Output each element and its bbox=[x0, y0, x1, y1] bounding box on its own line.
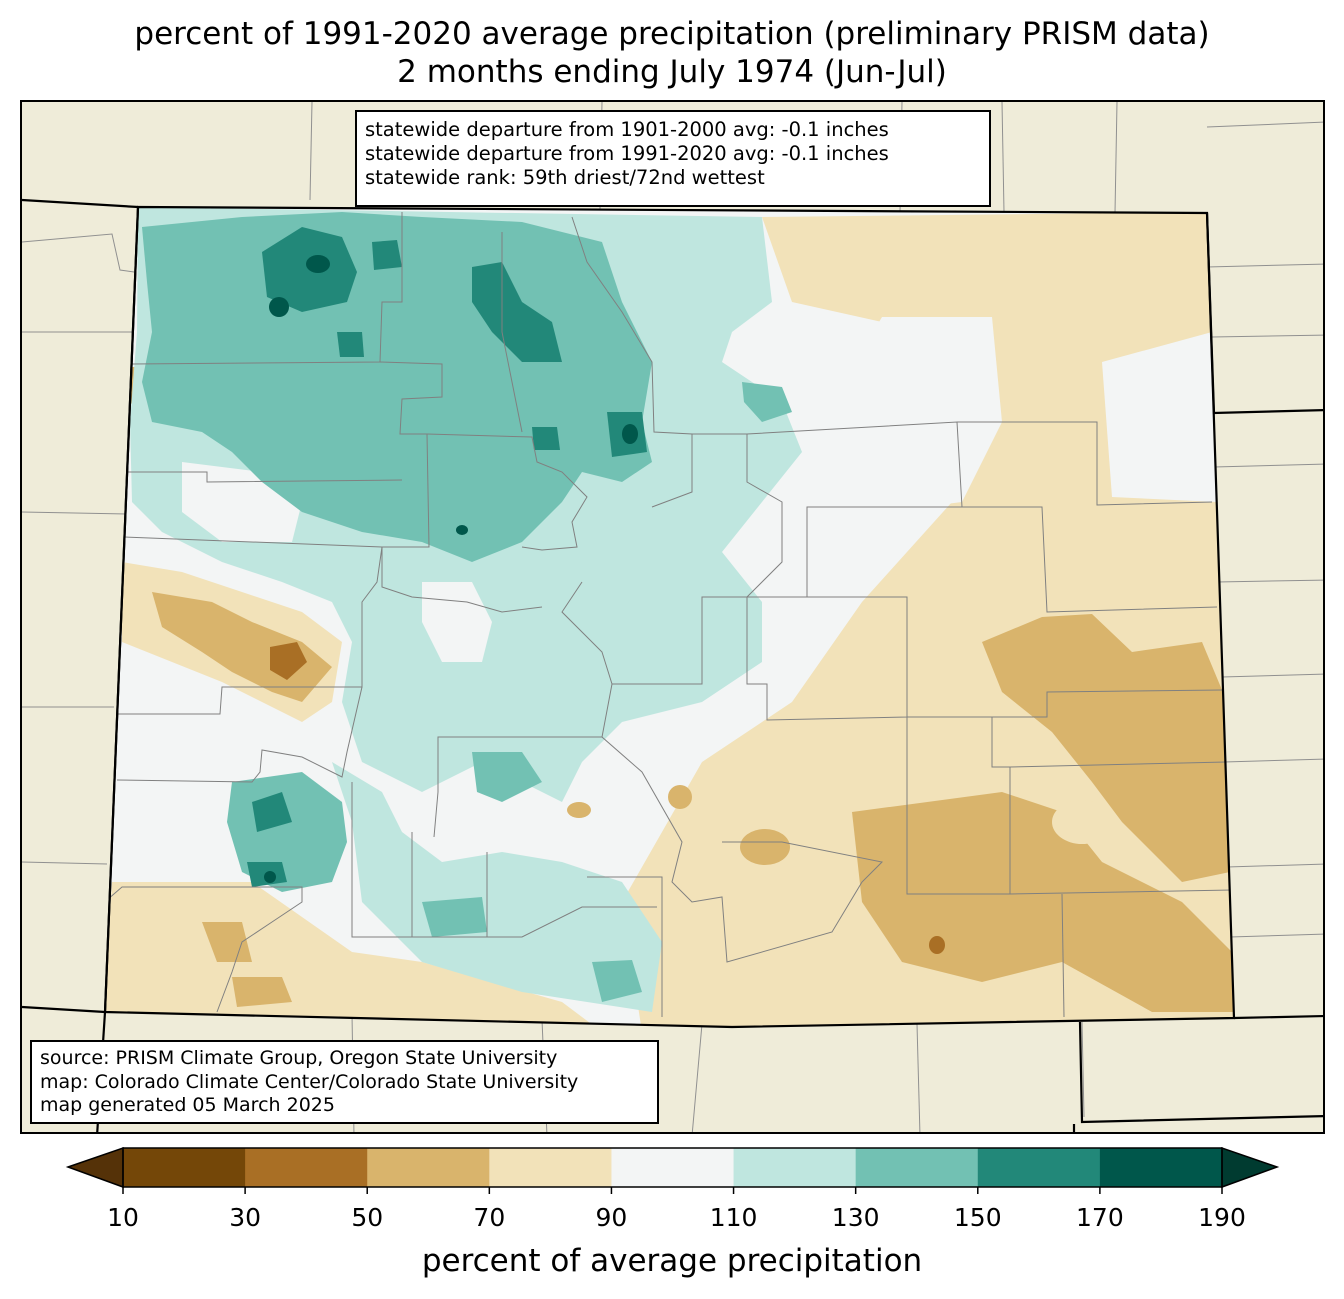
colorbar-label: percent of average precipitation bbox=[421, 1243, 923, 1279]
colorbar-tick-label: 50 bbox=[351, 1203, 384, 1232]
map-panel bbox=[20, 100, 1325, 1134]
colorbar-tick-label: 110 bbox=[709, 1203, 758, 1232]
colorbar-segment-30-50 bbox=[245, 1148, 368, 1187]
generated-date-line: map generated 05 March 2025 bbox=[40, 1094, 335, 1116]
colorbar-tick-label: 30 bbox=[229, 1203, 262, 1232]
map-title-line1: percent of 1991-2020 average precipitati… bbox=[134, 16, 1210, 52]
colorbar-tick-label: 70 bbox=[473, 1203, 506, 1232]
precipitation-field bbox=[105, 207, 1234, 1027]
map-credit-line: map: Colorado Climate Center/Colorado St… bbox=[40, 1070, 579, 1093]
stats-departure-1901-2000: statewide departure from 1901-2000 avg: … bbox=[365, 118, 889, 141]
colorado-county-lines bbox=[106, 212, 1233, 1018]
colorbar-tick-label: 190 bbox=[1198, 1203, 1246, 1232]
colorbar-outline bbox=[122, 1147, 1223, 1188]
colorbar-segment-130-150 bbox=[855, 1148, 979, 1187]
colorbar-ticks bbox=[122, 1187, 1223, 1194]
colorbar-segment-70-90 bbox=[489, 1148, 612, 1187]
colorbar-segment-110-130 bbox=[733, 1148, 857, 1187]
colorbar-segment-10-30 bbox=[123, 1148, 246, 1187]
colorbar-segment-90-110 bbox=[611, 1148, 735, 1187]
colorbar-segment-50-70 bbox=[367, 1148, 490, 1187]
colorbar-tick-label: 170 bbox=[1076, 1203, 1124, 1232]
colorbar-tick-label: 130 bbox=[831, 1203, 880, 1232]
statewide-stats-box: statewide departure from 1901-2000 avg: … bbox=[355, 110, 991, 207]
colorbar-over-arrow bbox=[1221, 1146, 1280, 1189]
precipitation-map bbox=[22, 102, 1323, 1132]
colorbar-segment-150-170 bbox=[977, 1148, 1101, 1187]
colorbar-tick-label: 90 bbox=[595, 1203, 628, 1232]
stats-departure-1991-2020: statewide departure from 1991-2020 avg: … bbox=[365, 142, 889, 165]
colorbar-tick-label: 10 bbox=[107, 1203, 139, 1232]
source-credits-box: source: PRISM Climate Group, Oregon Stat… bbox=[30, 1040, 659, 1124]
map-title-line2: 2 months ending July 1974 (Jun-Jul) bbox=[397, 54, 947, 90]
stats-rank: statewide rank: 59th driest/72nd wettest bbox=[365, 166, 765, 189]
colorbar-tick-label: 150 bbox=[953, 1203, 1002, 1232]
colorbar bbox=[65, 1146, 1280, 1194]
colorbar-segments bbox=[123, 1148, 1223, 1187]
source-line: source: PRISM Climate Group, Oregon Stat… bbox=[40, 1047, 558, 1069]
colorbar-under-arrow bbox=[65, 1146, 124, 1189]
colorbar-segment-170-190 bbox=[1099, 1148, 1223, 1187]
